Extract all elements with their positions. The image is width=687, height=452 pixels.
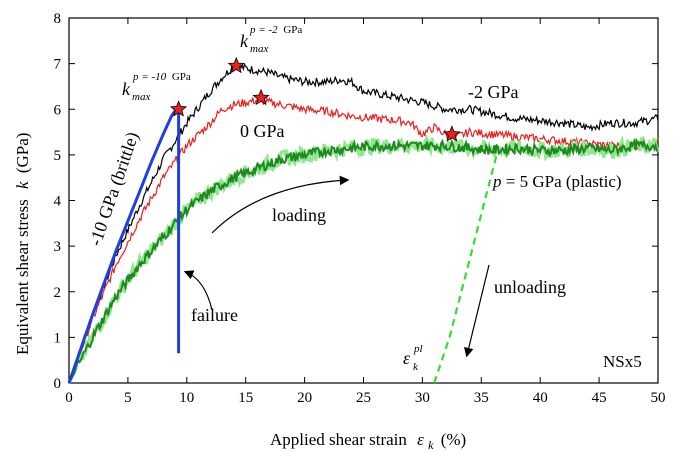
failure-arrow (183, 270, 213, 311)
x-axis-title-symbol: ε (417, 430, 424, 449)
y-axis-title-text: Equivalent shear stress (13, 199, 32, 355)
y-tick-label: 7 (54, 57, 62, 73)
kmax-neg10-sup-text: p = -10 (132, 71, 167, 83)
x-tick-label: 45 (592, 390, 607, 406)
series-line-unloading (433, 154, 498, 384)
y-axis-title: Equivalent shear stress k (GPa) (13, 133, 32, 355)
x-tick-label: 0 (65, 390, 73, 406)
label-unloading: unloading (494, 277, 566, 297)
kmax-neg2-sup-unit: GPa (283, 24, 302, 36)
kmax-neg2-sub: max (250, 43, 268, 55)
kmax-neg10-base: k (122, 79, 131, 99)
y-axis-ticks: 0 1 2 3 4 5 6 7 8 (54, 11, 658, 392)
star-marker (252, 88, 270, 106)
x-tick-label: 20 (297, 390, 312, 406)
marker-layer (169, 56, 461, 142)
kmax-neg10-sup: p = -10 GPa (132, 71, 191, 83)
kmax-neg10-label: k (122, 79, 131, 99)
y-tick-label: 2 (54, 285, 62, 301)
label-id: NSx5 (603, 352, 642, 371)
unloading-arrow (464, 264, 490, 358)
x-tick-label: 40 (533, 390, 548, 406)
x-axis-title-text: Applied shear strain (270, 430, 407, 449)
x-tick-label: 10 (179, 390, 194, 406)
loading-arrow (211, 175, 350, 234)
label-plastic-rest: = 5 GPa (plastic) (506, 172, 622, 191)
series-line-0-gpa (68, 96, 659, 384)
kmax-neg2-sup: p = -2 GPa (249, 24, 302, 36)
epsilon-sub: k (413, 361, 419, 373)
label-plastic: p = 5 GPa (plastic) (492, 172, 622, 191)
label-loading: loading (272, 205, 326, 225)
label-failure: failure (191, 305, 238, 325)
y-tick-label: 5 (54, 148, 62, 164)
x-axis-title-subscript: k (428, 438, 434, 452)
kmax-neg10-sub: max (132, 91, 150, 103)
kmax-neg2-label: k (240, 31, 249, 51)
epsilon-symbol: ε (403, 348, 411, 368)
label-epsilon-pl: ε (403, 348, 411, 368)
y-tick-label: 4 (54, 194, 62, 210)
x-tick-label: 15 (238, 390, 253, 406)
x-tick-label: 50 (651, 390, 666, 406)
series-line-p-5-gpa-plastic (68, 137, 659, 384)
x-tick-label: 5 (124, 390, 132, 406)
star-marker (227, 56, 245, 74)
epsilon-sup: pl (413, 343, 423, 355)
y-axis-title-symbol: k (13, 181, 32, 189)
y-tick-label: 3 (54, 239, 62, 255)
x-tick-label: 25 (356, 390, 371, 406)
series-layer (67, 62, 660, 384)
x-axis-title-unit: (%) (441, 430, 466, 449)
series-line-2-gpa (68, 62, 659, 384)
y-tick-label: 8 (54, 11, 62, 27)
label-plastic-p: p (492, 172, 502, 191)
x-axis-title: Applied shear strain ε k (%) (270, 430, 466, 452)
y-tick-label: 1 (54, 330, 62, 346)
x-tick-label: 35 (474, 390, 489, 406)
y-tick-label: 6 (54, 102, 62, 118)
label-zero-gpa: 0 GPa (240, 121, 285, 141)
label-neg2-gpa: -2 GPa (468, 82, 519, 102)
kmax-neg10-sup-unit: GPa (172, 71, 191, 83)
x-tick-label: 30 (415, 390, 430, 406)
y-axis-title-unit: (GPa) (13, 133, 32, 174)
y-tick-label: 0 (54, 376, 62, 392)
star-marker (169, 100, 188, 117)
kmax-neg2-sup-text: p = -2 (249, 24, 278, 36)
x-axis-ticks: 0 5 10 15 20 25 30 35 40 45 50 (65, 18, 666, 406)
star-marker (443, 125, 461, 142)
kmax-neg2-base: k (240, 31, 249, 51)
